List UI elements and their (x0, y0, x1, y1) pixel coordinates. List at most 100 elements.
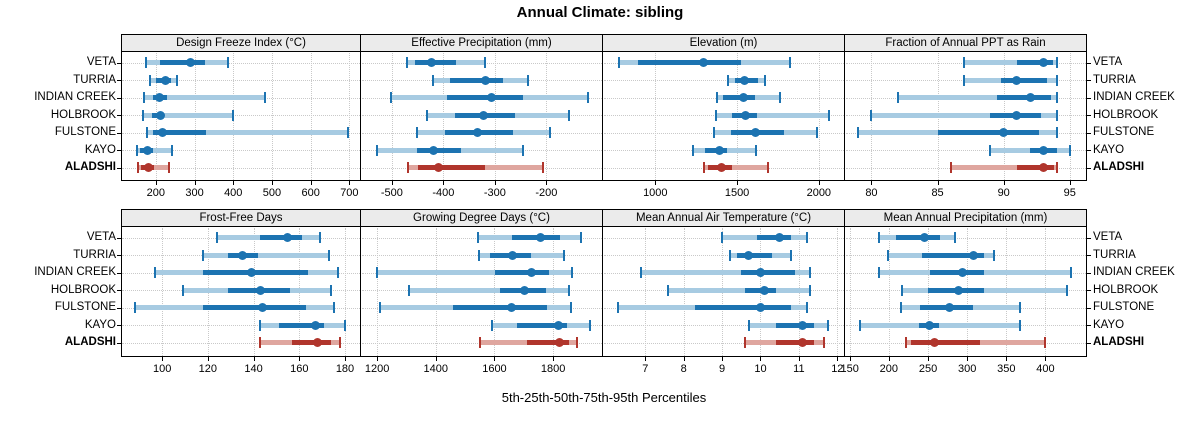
row-label-right-fulstone: FULSTONE (1093, 301, 1155, 314)
median-dot (155, 110, 165, 120)
median-dot (944, 303, 954, 313)
whisker-cap (667, 284, 670, 296)
whisker-cap (483, 57, 486, 69)
x-tick-label: 500 (262, 187, 282, 199)
x-tick (546, 181, 548, 185)
whisker-cap (407, 162, 410, 174)
x-tick-label: 400 (224, 187, 243, 199)
whisker-cap (567, 284, 570, 296)
range-25-75 (418, 165, 486, 171)
x-tick-label: 90 (997, 187, 1010, 199)
whisker-cap (1070, 267, 1073, 279)
whisker-cap (562, 249, 565, 261)
whisker-cap (949, 162, 952, 174)
median-dot (473, 128, 483, 138)
x-tick (871, 181, 873, 185)
row-tick-right (1087, 342, 1091, 344)
whisker-cap (640, 267, 643, 279)
x-tick-label: 8 (680, 363, 687, 375)
whisker-cap (778, 92, 781, 104)
whisker-cap (703, 162, 706, 174)
whisker-cap (135, 144, 138, 156)
median-dot (957, 268, 967, 278)
whisker-cap (332, 302, 335, 314)
median-dot (310, 320, 320, 330)
whisker-cap (1055, 92, 1058, 104)
median-dot (526, 268, 536, 278)
row-label-right-indian-creek: INDIAN CREEK (1093, 266, 1175, 279)
whisker-cap (877, 267, 880, 279)
x-tick-label: -500 (380, 187, 403, 199)
median-dot (283, 233, 293, 243)
range-25-75 (775, 340, 815, 346)
row-tick-left (117, 97, 121, 99)
row-label-left-turria: TURRIA (73, 248, 116, 261)
range-25-75 (937, 130, 1040, 136)
range-25-75 (638, 60, 742, 66)
whisker-cap (549, 127, 552, 139)
row-label-left-turria: TURRIA (73, 73, 116, 86)
range-25-75 (153, 130, 207, 136)
whisker-cap (714, 109, 717, 121)
panel-header-elevation-m-: Elevation (m) (603, 34, 845, 52)
median-dot (506, 303, 516, 313)
x-tick-label: 1400 (423, 363, 449, 375)
x-tick (1069, 181, 1071, 185)
chart-title: Annual Climate: sibling (516, 4, 684, 21)
whisker-cap (133, 302, 136, 314)
v-gridline (162, 228, 164, 356)
panel-header-fraction-of-annual-ppt-as-rain: Fraction of Annual PPT as Rain (845, 34, 1087, 52)
row-label-left-kayo: KAYO (84, 318, 116, 331)
whisker-cap (379, 302, 382, 314)
range-25-75 (452, 305, 548, 311)
v-gridline (377, 228, 379, 356)
whisker-cap (344, 319, 346, 331)
range-5-95 (950, 165, 1057, 171)
median-dot (486, 93, 496, 103)
row-label-left-veta: VETA (86, 231, 116, 244)
whisker-cap (141, 109, 144, 121)
whisker-cap (992, 249, 995, 261)
median-dot (999, 128, 1009, 138)
median-dot (553, 320, 563, 330)
range-5-95 (668, 287, 811, 293)
whisker-cap (330, 284, 333, 296)
x-tick (1003, 181, 1005, 185)
median-dot (968, 250, 978, 260)
row-label-right-turria: TURRIA (1093, 73, 1136, 86)
median-dot (154, 93, 164, 103)
median-dot (1012, 110, 1022, 120)
range-25-75 (921, 252, 985, 258)
whisker-cap (1043, 337, 1046, 349)
whisker-cap (901, 284, 904, 296)
x-tick-label: 160 (290, 363, 309, 375)
whisker-cap (1066, 284, 1069, 296)
whisker-cap (541, 162, 544, 174)
row-tick-left (117, 167, 121, 169)
whisker-cap (477, 232, 480, 244)
range-5-95 (136, 147, 172, 153)
whisker-cap (1055, 74, 1058, 86)
x-tick (391, 181, 393, 185)
x-tick-label: 140 (244, 363, 263, 375)
range-25-75 (775, 322, 815, 328)
range-5-95 (409, 287, 569, 293)
whisker-cap (617, 302, 620, 314)
x-tick (1006, 357, 1008, 361)
h-gridline (122, 325, 360, 327)
row-tick-right (1087, 237, 1091, 239)
row-tick-left (117, 62, 121, 64)
x-tick (1045, 357, 1047, 361)
range-5-95 (897, 95, 1057, 101)
whisker-cap (1068, 144, 1071, 156)
range-25-75 (1001, 77, 1048, 83)
whisker-cap (170, 144, 173, 156)
whisker-cap (805, 232, 808, 244)
row-tick-right (1087, 167, 1091, 169)
whisker-cap (406, 57, 409, 69)
whisker-cap (1055, 109, 1058, 121)
range-5-95 (641, 270, 811, 276)
x-tick-label: 350 (997, 363, 1016, 375)
row-label-left-holbrook: HOLBROOK (50, 283, 116, 296)
row-label-left-indian-creek: INDIAN CREEK (34, 266, 116, 279)
